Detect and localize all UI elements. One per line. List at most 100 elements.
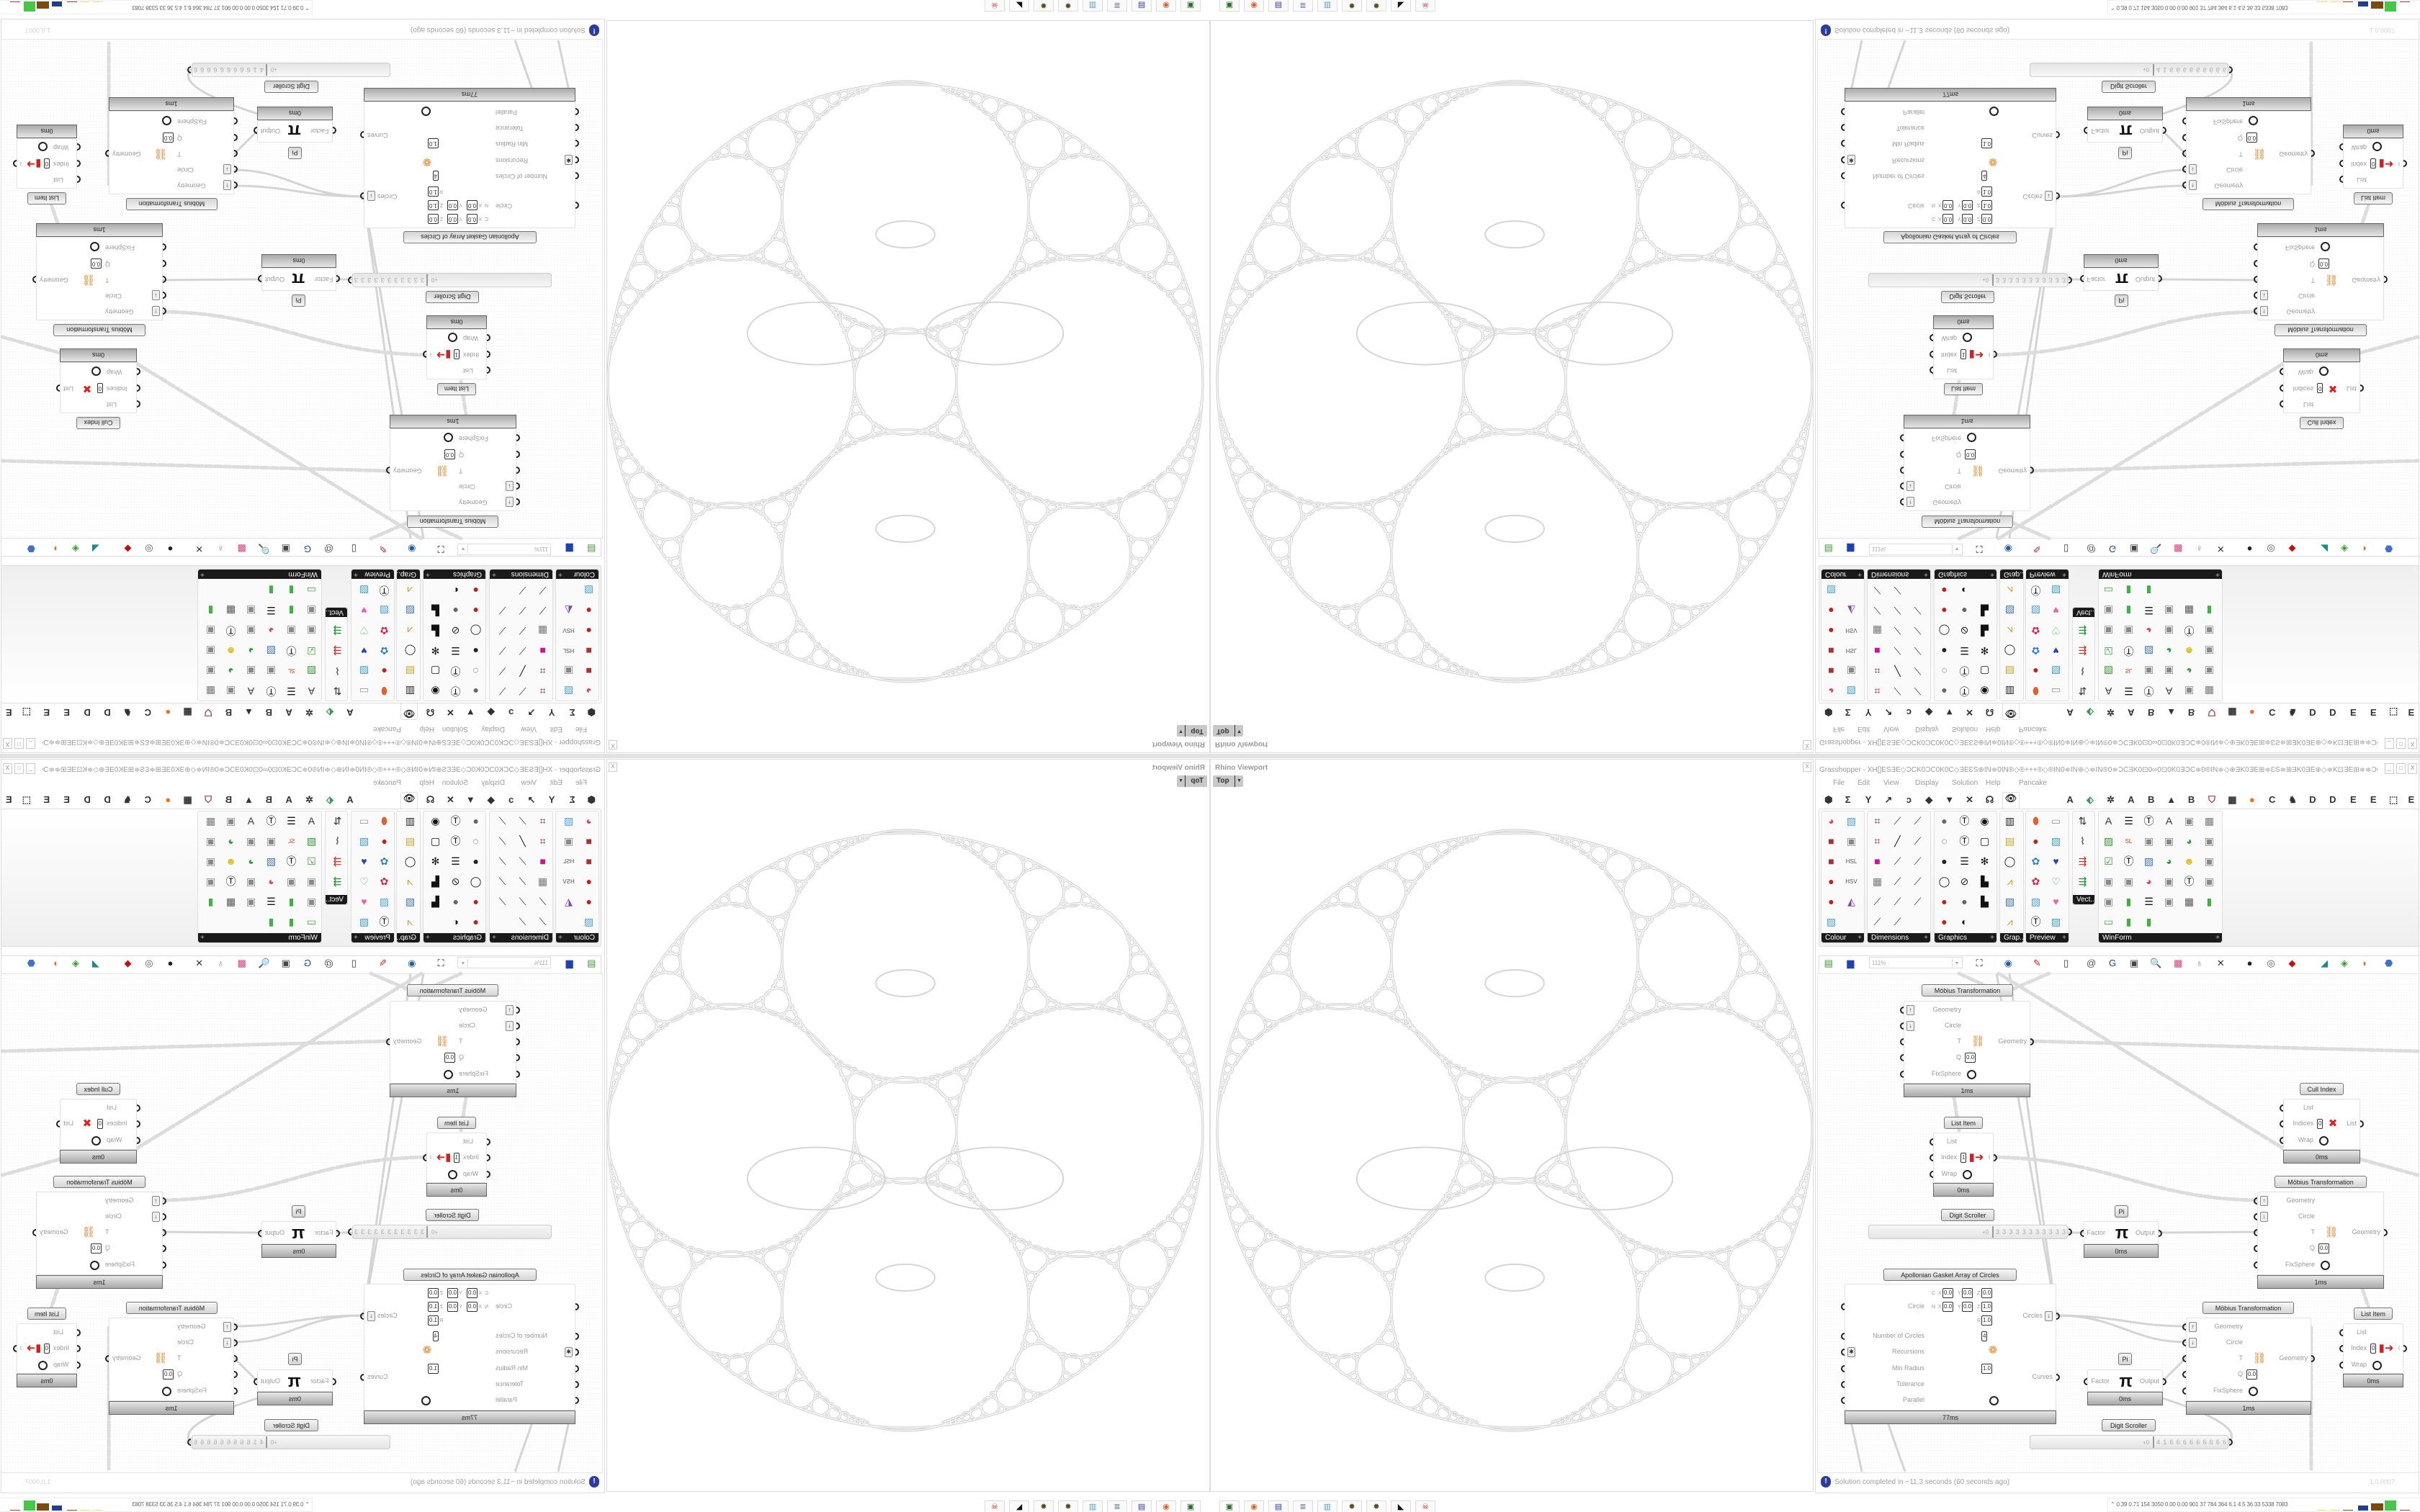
dim-branch-icon[interactable]: ⟋ (498, 855, 506, 867)
bake-icon[interactable]: ▯ (2063, 958, 2069, 968)
toggle-fixsphere[interactable] (444, 1070, 453, 1079)
panel-form-icon[interactable]: ▣ (205, 665, 216, 677)
menu-solution[interactable]: Solution (442, 779, 468, 787)
tab-b[interactable]: B (2148, 707, 2155, 718)
arrow-down-icon[interactable]: ↓ (223, 1338, 231, 1348)
menu-view[interactable]: View (521, 725, 537, 733)
list-item-title[interactable]: List Item (437, 383, 476, 395)
table-form-icon[interactable]: ▣ (2164, 665, 2174, 677)
hatch-green-icon[interactable]: ▨ (2103, 665, 2114, 677)
orange-circle-icon[interactable]: ● (2249, 707, 2255, 718)
checkbox-icon[interactable]: ☑ (2104, 855, 2113, 867)
hsl-icon[interactable]: HSL (563, 647, 575, 654)
legend-bar-icon[interactable]: ▤ (2004, 665, 2015, 677)
save-file-icon[interactable]: ▆ (565, 958, 573, 968)
heart-blue-icon[interactable]: ♥ (361, 645, 367, 657)
text-t-bold-icon[interactable]: Ⓣ (450, 665, 461, 677)
arrow-bar-icon[interactable]: ▮ (268, 585, 274, 596)
shaded-icon[interactable]: ● (167, 958, 174, 968)
dimension-linear-icon[interactable]: ⟋ (1894, 685, 1901, 697)
transform-icon[interactable]: ☊ (426, 707, 435, 718)
toggle-parallel[interactable] (421, 107, 431, 116)
input-value[interactable]: 4 (432, 171, 439, 181)
eye-ring-icon[interactable]: ◉ (1980, 685, 1989, 697)
view-tab-top[interactable]: Top ▼ (1213, 725, 1243, 737)
input-port[interactable] (1900, 1054, 1904, 1061)
surface-icon[interactable]: ◆ (1925, 707, 1933, 718)
digit-scroller-slider[interactable]: +0 41666666666 (2030, 63, 2233, 77)
mountain-icon[interactable]: ▲ (2166, 794, 2177, 805)
shield-icon[interactable]: ⛉ (205, 794, 212, 805)
dim-dots-icon[interactable]: ⟋ (1894, 605, 1901, 616)
output-port[interactable] (32, 276, 36, 283)
digit-scroller-title[interactable]: Digit Scroller (1941, 291, 1994, 303)
mobius-transformation-title[interactable]: Möbius Transformation (53, 324, 145, 336)
text-t-bold-icon[interactable]: Ⓣ (1959, 665, 1970, 677)
circle-param-value[interactable]: 0.0 (427, 214, 439, 224)
chevron-down-icon[interactable]: ▼ (459, 958, 468, 967)
input-port[interactable] (2080, 1230, 2084, 1237)
dimension-angular-icon[interactable]: ⟋ (1914, 815, 1922, 827)
zoom-extents-icon[interactable]: ⛶ (437, 544, 444, 554)
red-gem-icon[interactable]: ◆ (124, 958, 132, 968)
list-form-icon[interactable]: ☰ (287, 685, 296, 697)
arrow-down-icon[interactable]: ↓ (506, 1021, 514, 1031)
wireframe-icon[interactable]: ◎ (2267, 544, 2275, 554)
bar-chart-icon[interactable]: ▮ (288, 916, 295, 927)
arrows-red-icon[interactable]: ⇶ (2078, 645, 2087, 657)
egg-icon[interactable]: ⬮ (2033, 685, 2039, 697)
tab-a[interactable]: A (2066, 794, 2074, 805)
input-port[interactable] (2084, 1378, 2087, 1385)
circle-param-value[interactable]: 1.0 (427, 1302, 439, 1312)
circle-param-value[interactable]: 0.0 (1981, 1288, 1993, 1298)
input-value[interactable]: 1 (453, 1153, 460, 1163)
tab-e[interactable]: E (43, 794, 50, 805)
preview-eye-icon[interactable]: ◉ (408, 544, 416, 554)
circle-param-value[interactable]: 1.0 (1981, 186, 1993, 197)
chicken-icon[interactable]: ♞ (123, 707, 132, 718)
cube-red-icon[interactable]: ■ (586, 665, 592, 677)
mobius-transformation-title[interactable]: Möbius Transformation (2275, 1176, 2367, 1188)
display-eye-icon[interactable]: 👁 (400, 703, 418, 720)
toggle-parallel[interactable] (1989, 107, 1999, 116)
swatch-magenta-icon[interactable]: ■ (539, 855, 546, 867)
input-port[interactable] (1900, 1022, 1904, 1030)
circle-grey-icon[interactable]: ● (1941, 685, 1948, 697)
chicken-icon[interactable]: ♞ (123, 794, 132, 805)
ok-button-icon[interactable]: ▣ (205, 876, 216, 887)
heart-green-icon[interactable]: ♡ (359, 625, 369, 636)
colour-wheel-icon[interactable]: ◕ (1828, 685, 1834, 697)
canvas-widget-icon[interactable]: ▣ (2129, 544, 2139, 554)
maximize-button[interactable]: □ (14, 763, 24, 774)
split-icon[interactable]: ▣ (246, 625, 256, 636)
crystal-icon[interactable]: ⬖ (326, 794, 334, 805)
pi-component[interactable]: Factor Output π (2084, 120, 2166, 143)
chevron-down-icon[interactable]: ▼ (1178, 725, 1186, 737)
gradient-square-icon[interactable]: ▧ (2030, 605, 2041, 616)
sphere-dark-icon[interactable]: ● (1941, 916, 1948, 927)
people-icon[interactable]: ☻ (225, 645, 236, 657)
expand-icon[interactable]: + (2215, 570, 2220, 578)
ok-button-icon[interactable]: ▣ (2204, 876, 2215, 887)
minimize-button[interactable]: _ (26, 763, 35, 774)
circle-param-value[interactable]: 0.0 (447, 200, 458, 210)
asterisk-icon[interactable]: ✻ (431, 645, 440, 657)
text-t-bold-icon[interactable]: Ⓣ (1959, 835, 1970, 847)
histogram-icon[interactable]: ▥ (405, 685, 416, 697)
input-port[interactable] (1900, 1071, 1904, 1078)
pie-chart-icon[interactable]: ◕ (2166, 645, 2172, 657)
floppy-64-icon[interactable]: ▤ (1268, 1500, 1289, 1512)
blobs-blue-icon[interactable]: ✿ (380, 645, 389, 657)
blue-gem-icon[interactable]: ⬣ (2384, 958, 2393, 968)
output-port[interactable] (2229, 1439, 2233, 1446)
input-value[interactable]: 0.0 (2246, 132, 2258, 143)
camera-icon[interactable]: ▭ (2051, 815, 2061, 827)
menu-view[interactable]: View (1883, 779, 1899, 787)
dim-ticks-icon[interactable]: ⟋ (519, 855, 526, 867)
table-form-icon[interactable]: ▣ (2164, 835, 2174, 847)
viewport-close-button[interactable]: X (1803, 740, 1811, 750)
apollonian-gasket-array-of-circles-title[interactable]: Apollonian Gasket Array of Circles (403, 1269, 537, 1281)
sphere-red-icon[interactable]: ● (1828, 876, 1834, 887)
legend-bar-icon[interactable]: ▤ (405, 665, 416, 677)
maths-sigma-icon[interactable]: Σ (569, 794, 575, 805)
